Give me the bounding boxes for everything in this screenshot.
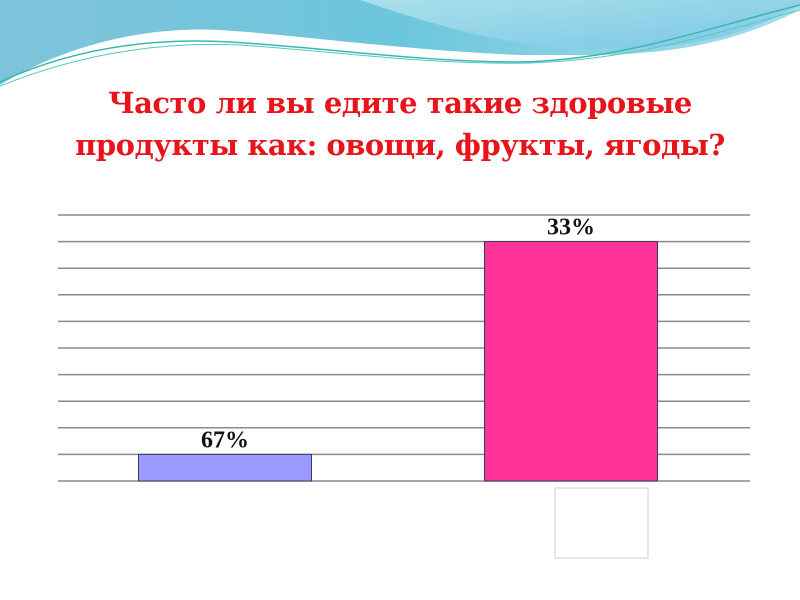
bar-2 — [484, 241, 658, 482]
bar-1 — [138, 453, 312, 482]
data-label-1: 67% — [201, 427, 249, 453]
empty-legend-box — [554, 487, 649, 559]
data-label-2: 33% — [547, 215, 595, 241]
title-line-1: Часто ли вы едите такие здоровые — [108, 86, 692, 120]
title-line-2: продукты как: овощи, фрукты, ягоды? — [75, 128, 725, 162]
header-wave-decoration — [0, 0, 800, 87]
slide-title: Часто ли вы едите такие здоровые продукт… — [0, 82, 800, 166]
